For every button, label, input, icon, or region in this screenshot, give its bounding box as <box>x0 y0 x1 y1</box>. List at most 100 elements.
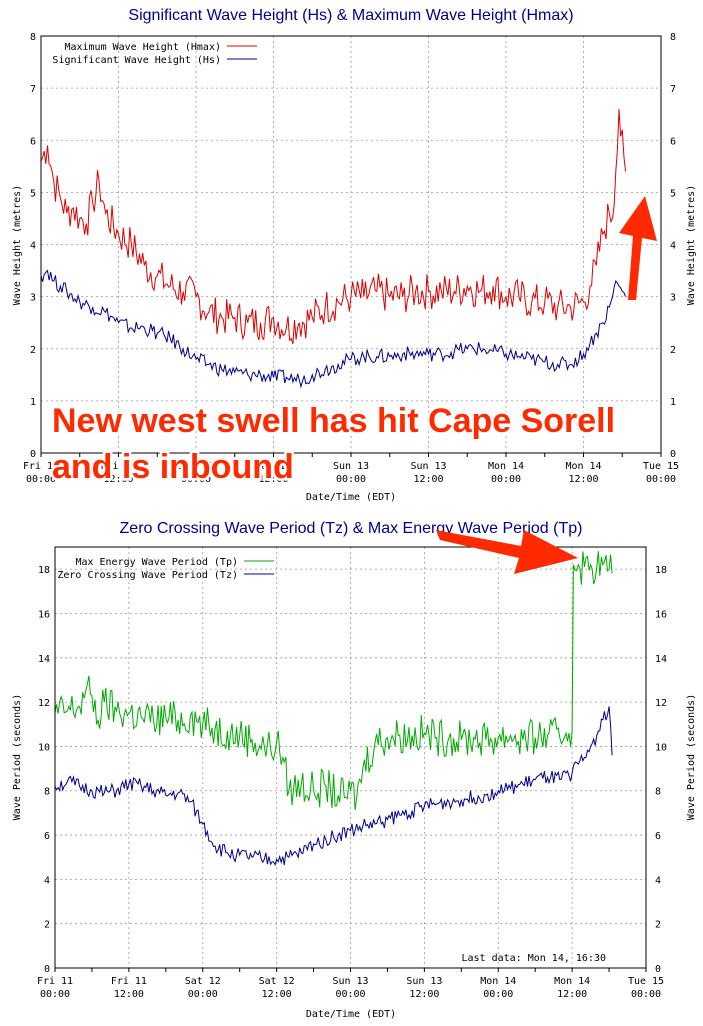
chart-1-legend: Maximum Wave Height (Hmax) Significant W… <box>52 42 257 66</box>
chart-2: Zero Crossing Wave Period (Tz) & Max Ene… <box>12 520 697 1020</box>
x-tick-label-time: 12:00 <box>103 474 133 485</box>
y-tick-label: 18 <box>38 565 50 576</box>
y-tick-label: 0 <box>655 964 661 975</box>
chart-2-x-axis-label: Date/Time (EDT) <box>306 1009 396 1020</box>
y-tick-label: 7 <box>30 84 36 95</box>
y-tick-label: 14 <box>38 654 50 665</box>
x-tick-label-day: Sun 13 <box>410 461 446 472</box>
last-data-label: Last data: Mon 14, 16:30 <box>462 953 607 964</box>
y-tick-label: 0 <box>44 964 50 975</box>
y-tick-label: 14 <box>655 654 667 665</box>
y-tick-label: 8 <box>44 787 50 798</box>
y-tick-label: 0 <box>670 449 676 460</box>
chart-1-y-ticks-left: 0 1 2 3 4 5 6 7 8 <box>30 32 36 460</box>
chart-1-y-axis-label-right: Wave Height (metres) <box>686 185 697 305</box>
x-tick-label-day: Sun 13 <box>333 461 369 472</box>
chart-1-y-ticks-right: 0 1 2 3 4 5 6 7 8 <box>670 32 676 460</box>
y-tick-label: 1 <box>30 397 36 408</box>
chart-2-y-axis-label-left: Wave Period (seconds) <box>12 694 23 820</box>
chart-2-y-axis-label-right: Wave Period (seconds) <box>686 694 697 820</box>
annotation-arrow-right <box>436 530 578 574</box>
x-tick-label-day: Mon 14 <box>554 976 590 987</box>
y-tick-label: 2 <box>30 345 36 356</box>
y-tick-label: 2 <box>670 345 676 356</box>
y-tick-label: 6 <box>30 136 36 147</box>
y-tick-label: 12 <box>655 698 667 709</box>
y-tick-label: 5 <box>670 188 676 199</box>
legend-label-tz: Zero Crossing Wave Period (Tz) <box>57 570 238 581</box>
x-tick-label-day: Mon 14 <box>488 461 524 472</box>
chart-2-plot-area <box>54 546 647 969</box>
y-tick-label: 2 <box>44 920 50 931</box>
y-tick-label: 16 <box>655 609 667 620</box>
x-tick-label-time: 12:00 <box>413 474 443 485</box>
x-tick-label-day: Tue 15 <box>628 976 664 987</box>
y-tick-label: 16 <box>38 609 50 620</box>
annotation-line-2: and is inbound <box>52 448 294 486</box>
y-tick-label: 12 <box>38 698 50 709</box>
x-tick-label-time: 00:00 <box>188 989 218 1000</box>
x-tick-label-time: 00:00 <box>646 474 676 485</box>
y-tick-label: 6 <box>655 831 661 842</box>
x-tick-label-day: Sun 13 <box>406 976 442 987</box>
series-line-tp <box>55 551 613 811</box>
x-tick-label-day: Mon 14 <box>565 461 601 472</box>
chart-2-legend: Max Energy Wave Period (Tp) Zero Crossin… <box>57 557 274 581</box>
series-line-hmax <box>41 108 626 345</box>
x-tick-label-time: 12:00 <box>114 989 144 1000</box>
legend-label-hmax: Maximum Wave Height (Hmax) <box>64 42 221 53</box>
y-tick-label: 4 <box>670 241 676 252</box>
chart-1-y-axis-label-left: Wave Height (metres) <box>12 185 23 305</box>
x-tick-label-time: 00:00 <box>181 474 211 485</box>
x-tick-label-time: 12:00 <box>568 474 598 485</box>
y-tick-label: 6 <box>44 831 50 842</box>
x-tick-label-day: Sat 12 <box>185 976 221 987</box>
y-tick-label: 8 <box>30 32 36 43</box>
x-tick-label-time: 12:00 <box>409 989 439 1000</box>
chart-1-plot-area <box>40 35 662 454</box>
x-tick-label-time: 00:00 <box>335 989 365 1000</box>
chart-2-grid <box>55 547 646 968</box>
y-tick-label: 8 <box>655 787 661 798</box>
y-tick-label: 4 <box>44 875 50 886</box>
x-tick-label-time: 12:00 <box>557 989 587 1000</box>
chart-1: Significant Wave Height (Hs) & Maximum W… <box>12 7 697 503</box>
x-tick-label-day: Sat 12 <box>178 461 214 472</box>
x-tick-label-time: 00:00 <box>336 474 366 485</box>
series-line-tz <box>55 706 613 867</box>
y-tick-label: 10 <box>655 742 667 753</box>
x-tick-label-day: Tue 15 <box>643 461 679 472</box>
x-tick-label-time: 00:00 <box>483 989 513 1000</box>
y-tick-label: 2 <box>655 920 661 931</box>
x-tick-label-time: 00:00 <box>631 989 661 1000</box>
y-tick-label: 18 <box>655 565 667 576</box>
x-tick-label-day: Fri 11 <box>111 976 147 987</box>
y-tick-label: 4 <box>30 241 36 252</box>
x-tick-label-time: 00:00 <box>491 474 521 485</box>
chart-1-x-axis-label: Date/Time (EDT) <box>306 492 396 503</box>
y-tick-label: 6 <box>670 136 676 147</box>
x-tick-label-day: Sun 13 <box>332 976 368 987</box>
chart-2-x-ticks: Fri 11 00:00 Fri 11 12:00 Sat 12 00:00 Sat 12 1… <box>37 968 664 1000</box>
x-tick-label-day: Fri 11 <box>100 461 136 472</box>
legend-label-hs: Significant Wave Height (Hs) <box>52 55 221 66</box>
y-tick-label: 0 <box>30 449 36 460</box>
y-tick-label: 4 <box>655 875 661 886</box>
x-tick-label-day: Sat 12 <box>259 976 295 987</box>
chart-2-y-ticks-right: 0 2 4 6 8 10 12 14 16 18 <box>655 565 667 975</box>
legend-label-tp: Max Energy Wave Period (Tp) <box>75 557 238 568</box>
y-tick-label: 3 <box>670 293 676 304</box>
y-tick-label: 1 <box>670 397 676 408</box>
chart-2-title: Zero Crossing Wave Period (Tz) & Max Ene… <box>120 520 583 537</box>
x-tick-label-day: Sat 12 <box>255 461 291 472</box>
annotation-line-1: New west swell has hit Cape Sorell <box>52 402 615 440</box>
y-tick-label: 10 <box>38 742 50 753</box>
chart-1-x-ticks: Fri 11 00:00 Fri 11 12:00 Sat 12 00:00 Sat 12 1… <box>23 453 679 485</box>
x-tick-label-day: Fri 11 <box>23 461 59 472</box>
x-tick-label-time: 00:00 <box>40 989 70 1000</box>
y-tick-label: 7 <box>670 84 676 95</box>
x-tick-label-day: Mon 14 <box>480 976 516 987</box>
annotation-arrow-up <box>619 196 657 300</box>
y-tick-label: 3 <box>30 293 36 304</box>
